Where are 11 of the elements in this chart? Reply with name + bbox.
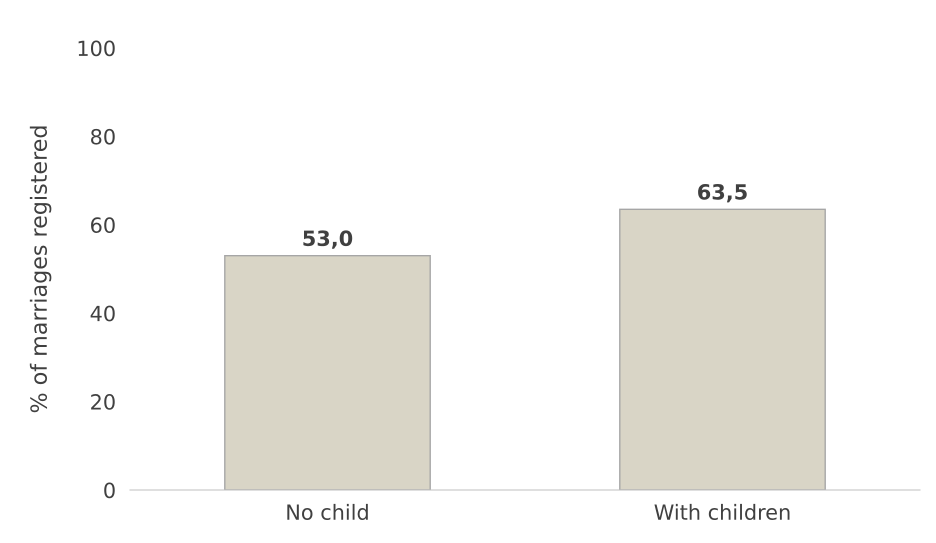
y-tick-label: 60 xyxy=(91,217,115,234)
y-tick-label: 80 xyxy=(91,128,115,145)
y-axis-title: % of marriages registered xyxy=(30,126,52,412)
data-label: 53,0 xyxy=(303,230,352,249)
y-tick-label: 100 xyxy=(78,40,115,56)
y-tick-label: 0 xyxy=(104,482,115,498)
y-tick-label: 20 xyxy=(91,394,115,410)
x-tick-label: No child xyxy=(287,504,368,520)
x-tick-label: With children xyxy=(654,504,790,520)
y-tick-label: 40 xyxy=(90,306,115,322)
data-label: 63,5 xyxy=(698,184,747,202)
